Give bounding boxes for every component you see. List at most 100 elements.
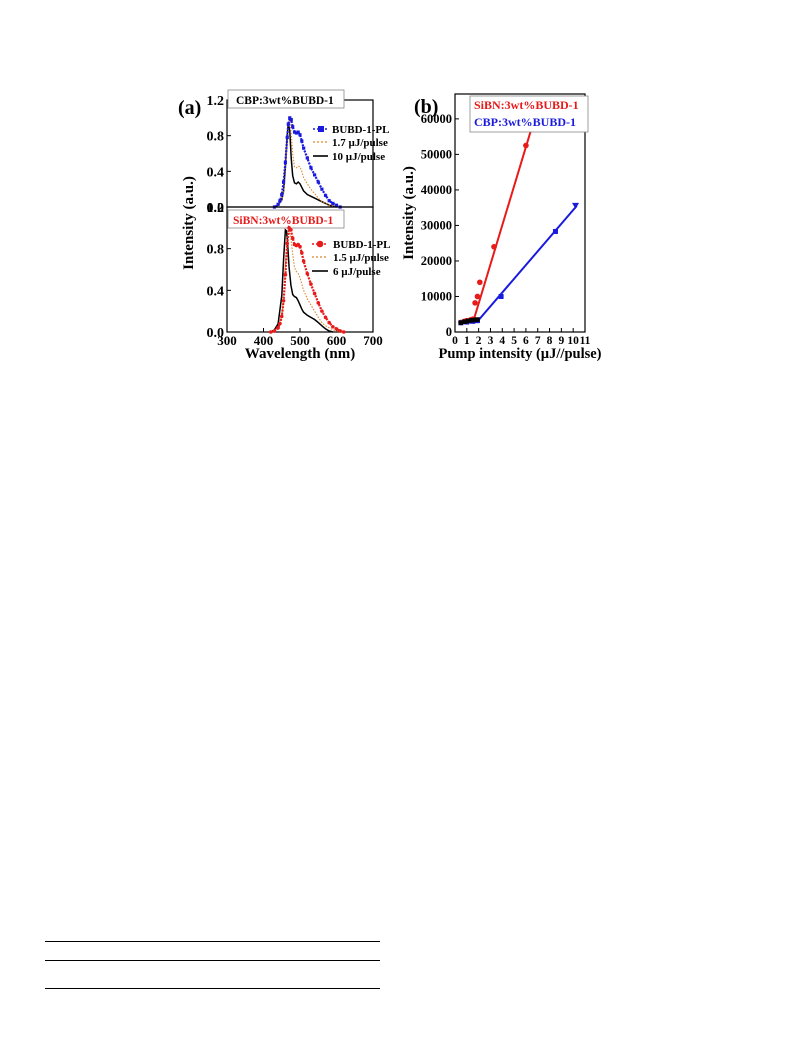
table-bottom-rule: [45, 988, 380, 989]
panel-b-label: (b): [414, 96, 438, 118]
legend-item: 10 µJ/pulse: [332, 151, 385, 163]
x-tick-label: 600: [327, 333, 347, 348]
panel-a-top-legend: BUBD-1-PL 1.7 µJ/pulse 10 µJ/pulse: [313, 124, 389, 163]
data-point: [300, 139, 304, 143]
y-tick-label: 0.4: [207, 284, 225, 299]
data-point: [301, 259, 306, 263]
y-tick-label: 40000: [421, 183, 452, 197]
data-point: [475, 317, 480, 322]
data-point: [331, 201, 335, 206]
legend-item: BUBD-1-PL: [333, 239, 390, 251]
data-point: [283, 272, 288, 277]
data-point: [296, 130, 300, 134]
panel-b-frame: [454, 93, 586, 333]
data-point: [286, 122, 290, 126]
data-point: [281, 180, 286, 184]
series-line: [270, 228, 334, 333]
x-tick-label: 8: [547, 335, 553, 347]
data-point: [276, 326, 280, 330]
y-tick-label: 1.2: [207, 94, 225, 109]
data-point: [272, 329, 277, 333]
data-point: [498, 293, 504, 299]
data-point: [279, 314, 284, 319]
legend-item: 6 µJ/pulse: [333, 266, 381, 278]
y-tick-label: 0.0: [207, 326, 225, 341]
data-point: [278, 199, 282, 203]
panel-a-bottom-title-box: [227, 209, 345, 229]
data-point: [477, 279, 483, 286]
panel-a-ylabel: Intensity (a.u.): [181, 176, 197, 270]
y-tick-label: 1.2: [207, 201, 225, 216]
data-point: [327, 320, 332, 325]
data-point: [465, 318, 471, 324]
data-point: [280, 192, 284, 197]
x-tick-label: 5: [511, 335, 517, 347]
data-point: [320, 187, 324, 191]
data-point: [294, 131, 298, 135]
data-point: [309, 166, 313, 170]
x-tick-label: 300: [217, 333, 237, 348]
y-tick-label: 60000: [421, 112, 452, 126]
data-point: [281, 298, 286, 303]
legend-item: SiBN:3wt%BUBD-1: [474, 98, 579, 112]
panel-b-xlabel: Pump intensity (µJ//pulse): [438, 346, 601, 362]
data-point: [334, 327, 339, 331]
data-point: [276, 202, 280, 206]
table-top-rule: [45, 941, 380, 942]
data-point: [289, 118, 293, 122]
data-point: [472, 317, 478, 323]
y-tick-label: 0: [446, 325, 452, 339]
data-point: [323, 315, 328, 320]
data-point: [298, 133, 302, 137]
data-point: [298, 244, 302, 249]
x-tick-label: 10: [567, 335, 579, 347]
data-point: [289, 228, 293, 232]
panel-a-label: (a): [178, 97, 201, 119]
data-point: [285, 241, 290, 246]
data-point: [458, 320, 464, 326]
data-point: [316, 180, 320, 184]
panel-a-top-title-box: [227, 89, 345, 109]
x-tick-label: 2: [476, 335, 482, 347]
panel-a-top-title: CBP:3wt%BUBD-1: [236, 95, 334, 107]
y-tick-label: 30000: [421, 218, 452, 232]
table-header-rule: [45, 960, 380, 961]
x-tick-label: 0: [452, 335, 458, 347]
x-tick-label: 11: [580, 335, 591, 347]
x-tick-label: 400: [254, 333, 274, 348]
data-point: [302, 146, 306, 150]
fit-line: [475, 205, 578, 324]
data-point: [291, 125, 295, 129]
data-point: [334, 203, 339, 207]
data-point: [491, 243, 497, 250]
data-point: [572, 202, 580, 209]
data-point: [474, 293, 481, 300]
legend-item: BUBD-1-PL: [332, 124, 389, 136]
y-tick-label: 0.0: [207, 201, 225, 216]
x-tick-label: 6: [523, 335, 529, 347]
legend-item: 1.7 µJ/pulse: [332, 137, 388, 149]
legend-item: 1.5 µJ/pulse: [333, 252, 389, 264]
data-point: [313, 173, 317, 177]
x-tick-label: 1: [464, 335, 470, 347]
data-point: [320, 309, 324, 313]
data-point: [309, 282, 313, 286]
data-point: [290, 236, 295, 241]
data-point: [327, 199, 331, 203]
y-tick-label: 0.8: [207, 130, 225, 145]
fit-line: [471, 131, 532, 324]
data-point: [342, 330, 346, 334]
x-tick-label: 3: [488, 335, 494, 347]
panel-a-xlabel: Wavelength (nm): [245, 346, 355, 362]
y-tick-label: 20000: [421, 254, 452, 268]
data-point: [316, 301, 321, 305]
x-tick-label: 700: [363, 333, 383, 348]
x-tick-label: 4: [499, 335, 505, 347]
data-point: [523, 142, 529, 149]
x-tick-label: 9: [558, 335, 564, 347]
panel-a-top-plot: 0.0 0.4 0.8 1.2 CBP:3wt%BUBD-1 BUBD-1-PL 1.…: [207, 89, 389, 216]
data-point: [323, 193, 328, 198]
data-point: [338, 329, 342, 333]
data-point: [469, 317, 474, 323]
